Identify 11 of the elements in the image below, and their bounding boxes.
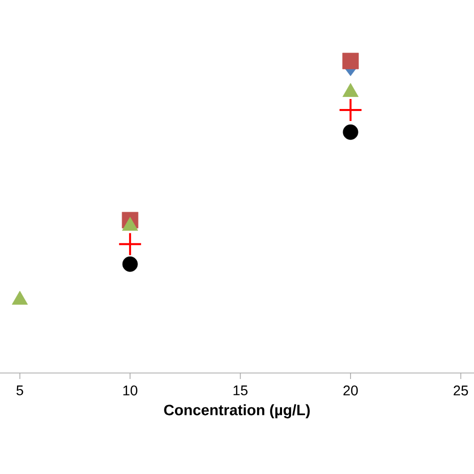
point: [119, 233, 142, 256]
point: [342, 52, 359, 70]
point: [342, 124, 358, 140]
point: [122, 256, 138, 272]
x-tick-label: 5: [16, 386, 24, 396]
x-tick-label: 20: [343, 386, 358, 396]
x-tick-label: 25: [454, 386, 468, 396]
x-tick-label: 10: [123, 386, 138, 396]
x-axis-title: Concentration (µg/L): [164, 404, 310, 418]
x-tick-label: 15: [234, 386, 248, 396]
point: [340, 98, 362, 121]
